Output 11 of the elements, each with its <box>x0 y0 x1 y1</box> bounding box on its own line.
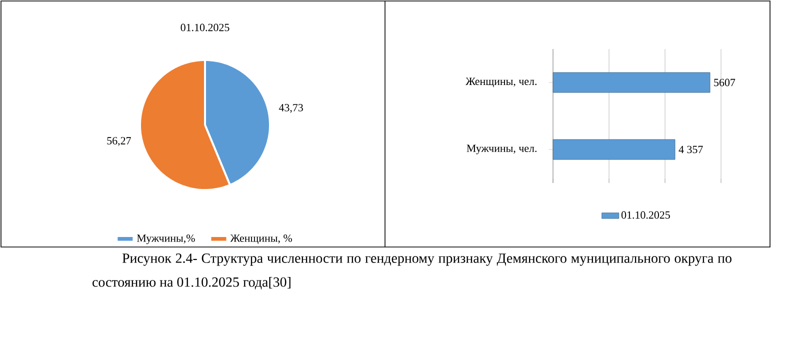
legend-label: Женщины, % <box>230 234 292 244</box>
data-label: 4 357 <box>678 146 703 154</box>
chart-title: 01.10.2025 <box>180 24 230 32</box>
data-label: 43,73 <box>278 104 303 113</box>
legend-label: 01.10.2025 <box>621 211 670 219</box>
data-label: 56,27 <box>107 137 131 146</box>
data-label: 5607 <box>714 78 736 86</box>
legend-label: Мужчины,% <box>136 234 195 244</box>
y-tick-label: Мужчины, чел. <box>466 144 537 154</box>
text: Рисунок 2.4- Структура численности по гендерному признаку Демянского муниципального округа по состоянию на 01.10.2025 года[30] <box>92 254 732 290</box>
y-tick-label: Женщины, чел. <box>466 78 537 88</box>
